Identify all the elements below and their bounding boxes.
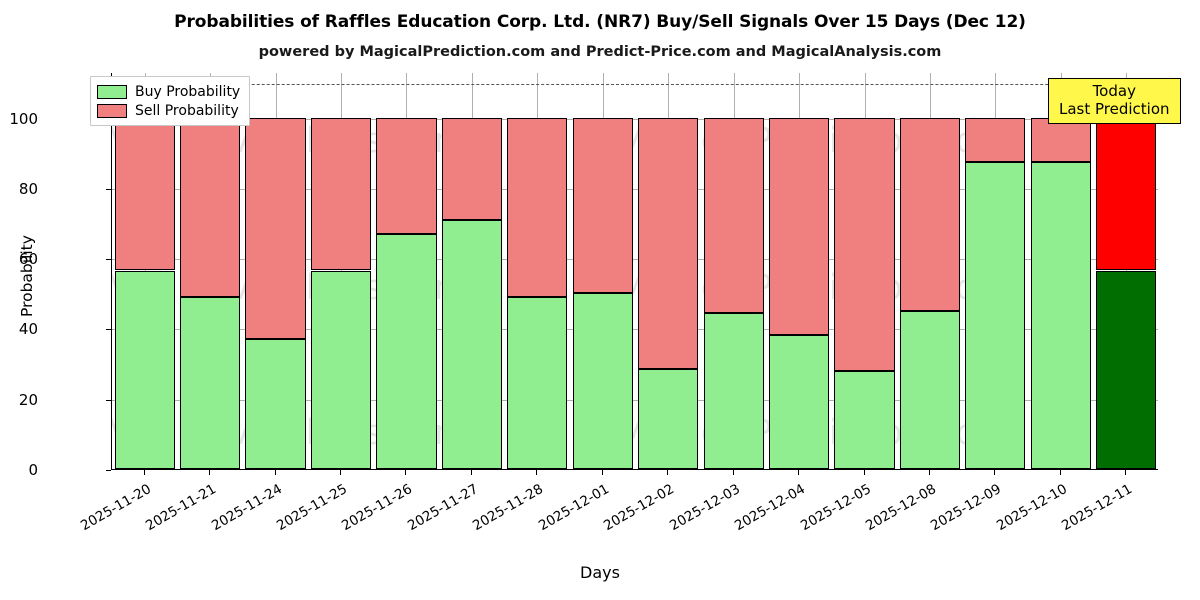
legend-label-buy: Buy Probability [135,83,241,100]
x-tick-mark [601,470,603,475]
bar-segment-sell [965,117,1026,162]
bar-segment-buy [114,270,175,469]
bar-column [376,73,437,469]
bar-segment-sell [572,117,633,294]
today-annotation: Today Last Prediction [1048,78,1181,124]
x-tick-mark [209,470,211,475]
bar-segment-buy [965,161,1026,469]
plot-area: MagicalAnalysis.comMagicalPrediction.com… [111,73,1158,470]
x-tick-mark [798,470,800,475]
gridline-h [112,329,1158,331]
bar-segment-sell [245,117,306,339]
chart-legend: Buy Probability Sell Probability [90,76,251,126]
bar-segment-buy [703,312,764,469]
bar-segment-buy [1096,270,1157,469]
chart-subtitle: powered by MagicalPrediction.com and Pre… [258,44,942,60]
bar-segment-sell [441,117,502,220]
gridline-h [112,259,1158,261]
bar-column [310,73,372,469]
bar-column [703,73,764,469]
y-tick-label: 100 [9,109,38,128]
bar-column [441,73,502,469]
plot-clip: MagicalAnalysis.comMagicalPrediction.com… [112,73,1158,469]
bar-segment-buy [245,339,306,469]
bar-segment-buy [834,370,895,469]
bars-layer [112,73,1158,469]
y-tick-label: 60 [18,250,38,269]
bar-column [899,73,961,469]
bar-segment-sell [768,117,830,336]
legend-label-sell: Sell Probability [135,102,239,119]
x-axis-label: Days [580,563,620,582]
bar-segment-sell [507,117,568,297]
x-tick-mark [536,470,538,475]
y-tick-label: 20 [18,390,38,409]
x-tick-mark [143,470,145,475]
gridline-h [112,118,1158,120]
x-tick-mark [405,470,407,475]
bar-segment-sell [114,117,175,271]
bar-segment-buy [310,270,372,469]
x-tick-mark [470,470,472,475]
x-tick-mark [667,470,669,475]
bar-segment-buy [768,335,830,469]
bar-column [180,73,241,469]
x-tick-mark [863,470,865,475]
x-tick-mark [1125,470,1127,475]
bar-segment-sell [899,117,961,311]
bar-column [245,73,306,469]
bar-column [768,73,830,469]
chart-title: Probabilities of Raffles Education Corp.… [174,12,1026,32]
y-tick-label: 80 [18,179,38,198]
reference-line [112,83,1158,85]
legend-swatch-buy [97,84,127,99]
bar-segment-sell [703,117,764,313]
x-tick-mark [340,470,342,475]
legend-item-buy: Buy Probability [97,82,240,101]
legend-item-sell: Sell Probability [97,101,240,120]
bar-segment-sell [310,117,372,271]
y-tick-mark [106,470,111,471]
x-tick-mark [994,470,996,475]
gridline-h [112,188,1158,190]
y-tick-mark [106,399,111,401]
bar-column [572,73,633,469]
bar-segment-buy [1030,161,1091,469]
bar-segment-buy [376,233,437,469]
bar-segment-buy [180,296,241,469]
bar-column-today [1096,73,1157,469]
bar-segment-sell [180,117,241,297]
bar-segment-buy [441,219,502,469]
y-tick-mark [106,188,111,190]
bar-column [1030,73,1091,469]
bar-segment-sell [376,117,437,234]
bar-segment-buy [507,296,568,469]
bar-segment-sell [1096,117,1157,271]
y-tick-mark [106,259,111,261]
x-tick-mark [1059,470,1061,475]
bar-column [638,73,699,469]
bar-segment-sell [638,117,699,369]
y-tick-mark [106,329,111,331]
bar-column [834,73,895,469]
bar-column [507,73,568,469]
x-tick-mark [732,470,734,475]
bar-segment-buy [638,368,699,469]
bar-column [965,73,1026,469]
bar-segment-buy [899,310,961,469]
y-axis-label: Probability [18,234,36,317]
legend-swatch-sell [97,103,127,118]
x-tick-mark [928,470,930,475]
y-tick-label: 0 [28,461,38,479]
bar-segment-sell [1030,117,1091,162]
bar-segment-sell [834,117,895,371]
y-tick-label: 40 [18,320,38,339]
x-tick-mark [274,470,276,475]
bar-column [114,73,175,469]
today-annotation-line1: Today [1092,82,1136,100]
gridline-h [112,399,1158,401]
today-annotation-line2: Last Prediction [1059,100,1170,118]
bar-segment-buy [572,293,633,469]
